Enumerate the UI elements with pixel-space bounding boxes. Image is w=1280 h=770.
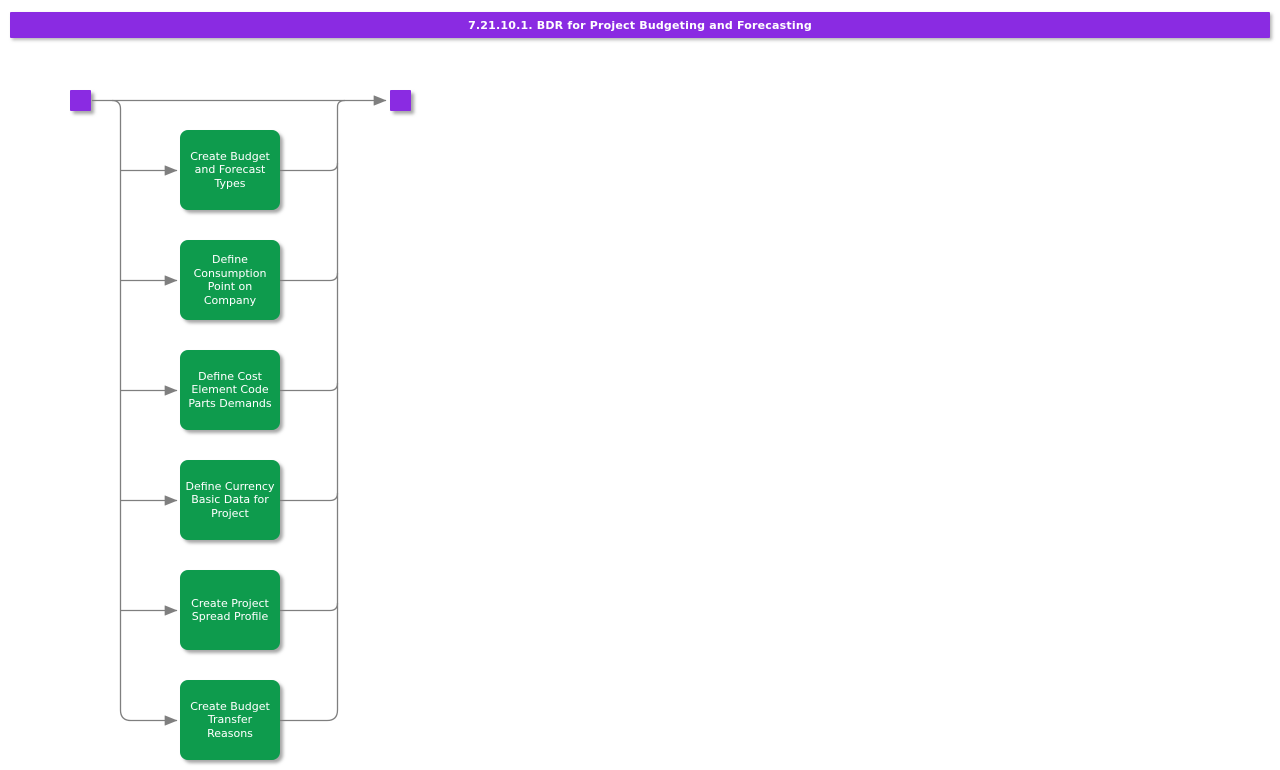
task-node-create-budget-transfer-reasons[interactable]: Create Budget Transfer Reasons	[180, 680, 280, 760]
task-node-define-currency-basic-data[interactable]: Define Currency Basic Data for Project	[180, 460, 280, 540]
start-node	[70, 90, 91, 111]
task-node-define-cost-element-code-parts[interactable]: Define Cost Element Code Parts Demands	[180, 350, 280, 430]
task-node-create-project-spread-profile[interactable]: Create Project Spread Profile	[180, 570, 280, 650]
title-bar: 7.21.10.1. BDR for Project Budgeting and…	[10, 12, 1270, 38]
task-node-create-budget-forecast-types[interactable]: Create Budget and Forecast Types	[180, 130, 280, 210]
task-node-define-consumption-point[interactable]: Define Consumption Point on Company	[180, 240, 280, 320]
end-node	[390, 90, 411, 111]
connectors	[92, 95, 387, 726]
